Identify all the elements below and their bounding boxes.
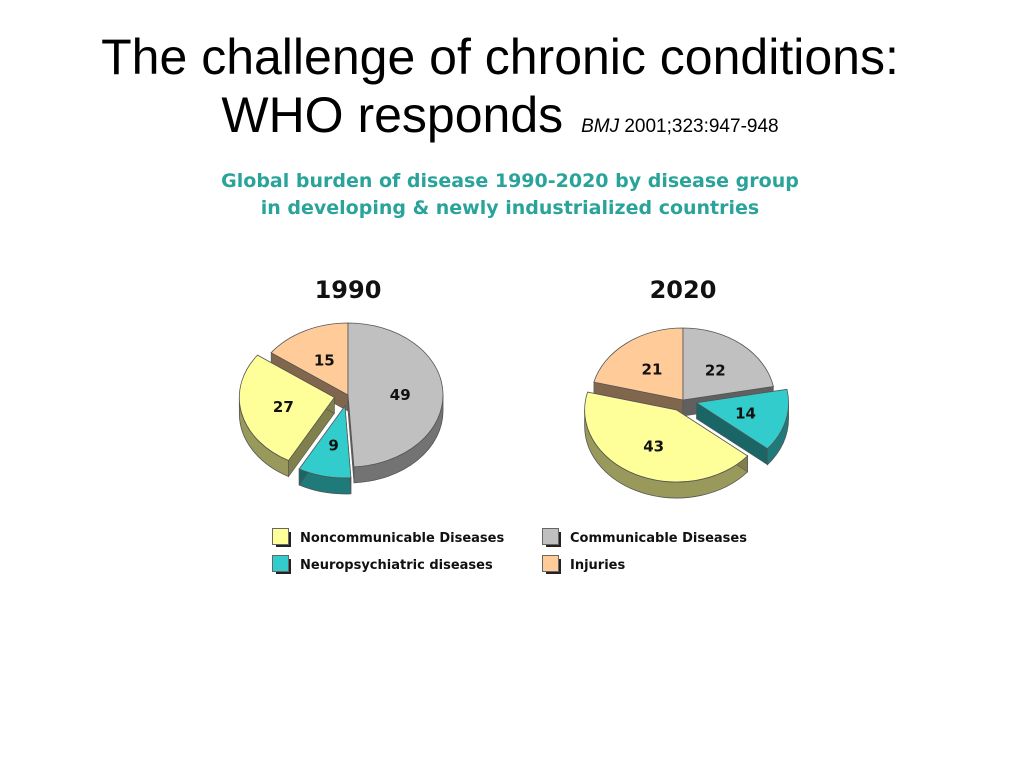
slide-title: The challenge of chronic conditions: WHO… xyxy=(0,28,1000,156)
pie-label-2020-1: 14 xyxy=(735,405,756,423)
citation-ref: 2001;323:947-948 xyxy=(624,116,779,137)
pie-slice-1990-1: 9 xyxy=(298,404,352,495)
pie-label-1990-3: 15 xyxy=(314,352,335,370)
pie-label-2020-3: 21 xyxy=(642,361,663,379)
citation: BMJ 2001;323:947-948 xyxy=(581,116,779,137)
title-line-2: WHO responds BMJ 2001;323:947-948 xyxy=(0,86,1000,156)
legend-item-injuries: Injuries xyxy=(542,555,625,575)
legend-item-neuropsychiatric: Neuropsychiatric diseases xyxy=(272,555,493,575)
legend-label-neuropsychiatric: Neuropsychiatric diseases xyxy=(300,557,493,573)
pie-title-0: 1990 xyxy=(315,276,382,304)
pie-slice-1990-0: 49 xyxy=(347,322,444,484)
citation-journal: BMJ xyxy=(581,116,620,137)
subtitle-line-2: in developing & newly industrialized cou… xyxy=(260,197,760,219)
legend-item-communicable: Communicable Diseases xyxy=(542,528,747,548)
legend-label-communicable: Communicable Diseases xyxy=(570,530,747,546)
chart-subtitle: Global burden of disease 1990-2020 by di… xyxy=(200,168,820,222)
legend-label-noncommunicable: Noncommunicable Diseases xyxy=(300,530,505,546)
legend-swatch-noncommunicable xyxy=(272,528,292,548)
pie-label-2020-0: 22 xyxy=(705,361,726,379)
pie-slice-2020-2: 43 xyxy=(584,391,749,499)
pie-label-1990-1: 9 xyxy=(328,437,338,455)
pie-label-1990-2: 27 xyxy=(273,398,294,416)
pie-slice-2020-1: 14 xyxy=(695,388,789,466)
legend-swatch-neuropsychiatric xyxy=(272,555,292,575)
legend-swatch-injuries xyxy=(542,555,562,575)
pie-slice-1990-2: 27 xyxy=(238,354,335,478)
pie-title-1: 2020 xyxy=(650,276,717,304)
title-line-2-text: WHO responds xyxy=(221,87,564,143)
subtitle-line-1: Global burden of disease 1990-2020 by di… xyxy=(221,170,799,192)
legend-swatch-communicable xyxy=(542,528,562,548)
pie-label-2020-2: 43 xyxy=(643,437,664,455)
legend-item-noncommunicable: Noncommunicable Diseases xyxy=(272,528,504,548)
legend: Noncommunicable Diseases Communicable Di… xyxy=(272,528,792,584)
legend-label-injuries: Injuries xyxy=(570,557,626,573)
title-line-1: The challenge of chronic conditions: xyxy=(101,29,899,85)
pie-label-1990-0: 49 xyxy=(390,386,411,404)
